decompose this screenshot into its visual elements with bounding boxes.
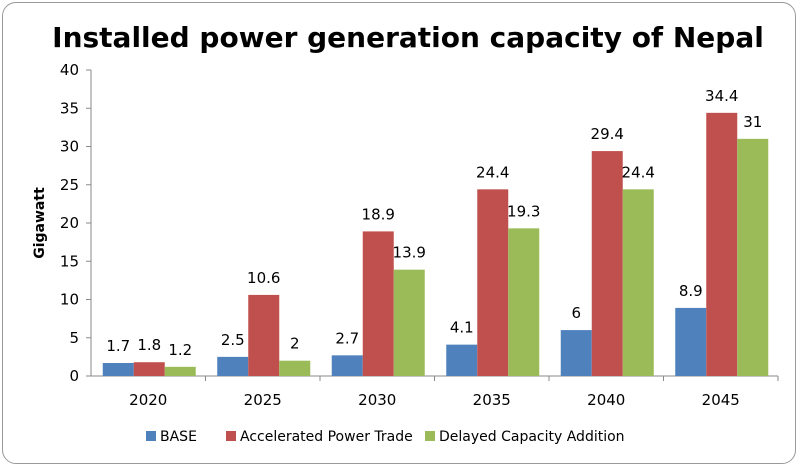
data-label: 10.6 bbox=[247, 269, 280, 287]
x-tick-label: 2040 bbox=[587, 391, 625, 409]
legend-swatch bbox=[146, 431, 156, 441]
data-label: 34.4 bbox=[705, 87, 738, 105]
legend-label: BASE bbox=[160, 429, 197, 445]
y-tick-label: 40 bbox=[60, 61, 79, 79]
legend-label: Accelerated Power Trade bbox=[240, 429, 413, 445]
data-label: 24.4 bbox=[622, 163, 655, 181]
bar bbox=[591, 151, 623, 376]
legend-label: Delayed Capacity Addition bbox=[439, 429, 625, 445]
y-tick-label: 20 bbox=[60, 214, 79, 232]
x-tick-label: 2025 bbox=[244, 391, 282, 409]
bar bbox=[477, 189, 509, 376]
bar bbox=[706, 112, 738, 376]
bar bbox=[248, 294, 280, 376]
data-label: 24.4 bbox=[476, 163, 509, 181]
data-label: 19.3 bbox=[507, 202, 540, 220]
y-tick-label: 0 bbox=[69, 367, 79, 385]
x-tick-label: 2035 bbox=[473, 391, 511, 409]
data-label: 4.1 bbox=[450, 319, 474, 337]
data-label: 1.2 bbox=[168, 341, 192, 359]
bar bbox=[446, 344, 478, 376]
chart-title: Installed power generation capacity of N… bbox=[52, 21, 764, 54]
y-tick-label: 15 bbox=[60, 252, 79, 270]
bar bbox=[164, 366, 196, 376]
data-label: 1.8 bbox=[137, 336, 161, 354]
bar bbox=[331, 355, 363, 376]
x-tick-label: 2045 bbox=[702, 391, 740, 409]
legend-swatch bbox=[226, 431, 236, 441]
x-tick-label: 2020 bbox=[129, 391, 167, 409]
bar bbox=[279, 360, 311, 376]
y-tick-label: 30 bbox=[60, 138, 79, 156]
bar bbox=[217, 356, 249, 376]
chart-frame bbox=[2, 2, 796, 464]
data-label: 2 bbox=[290, 335, 300, 353]
data-label: 29.4 bbox=[591, 125, 624, 143]
y-tick-label: 25 bbox=[60, 176, 79, 194]
bar bbox=[737, 138, 769, 376]
bar bbox=[102, 362, 134, 376]
data-label: 2.5 bbox=[221, 331, 245, 349]
bar bbox=[622, 189, 654, 376]
bar bbox=[362, 231, 394, 376]
data-label: 18.9 bbox=[362, 205, 395, 223]
bar bbox=[508, 228, 540, 376]
data-label: 31 bbox=[743, 113, 762, 131]
y-tick-label: 35 bbox=[60, 99, 79, 117]
y-tick-label: 10 bbox=[60, 291, 79, 309]
bar bbox=[675, 307, 707, 376]
bar bbox=[133, 362, 165, 376]
data-label: 8.9 bbox=[679, 282, 703, 300]
bar bbox=[560, 330, 592, 376]
data-label: 1.7 bbox=[106, 337, 130, 355]
bar bbox=[393, 269, 425, 376]
data-label: 6 bbox=[571, 304, 581, 322]
legend-swatch bbox=[425, 431, 435, 441]
x-tick-label: 2030 bbox=[358, 391, 396, 409]
y-axis-label: Gigawatt bbox=[32, 187, 48, 259]
data-label: 2.7 bbox=[335, 329, 359, 347]
y-tick-label: 5 bbox=[69, 329, 79, 347]
data-label: 13.9 bbox=[393, 244, 426, 262]
